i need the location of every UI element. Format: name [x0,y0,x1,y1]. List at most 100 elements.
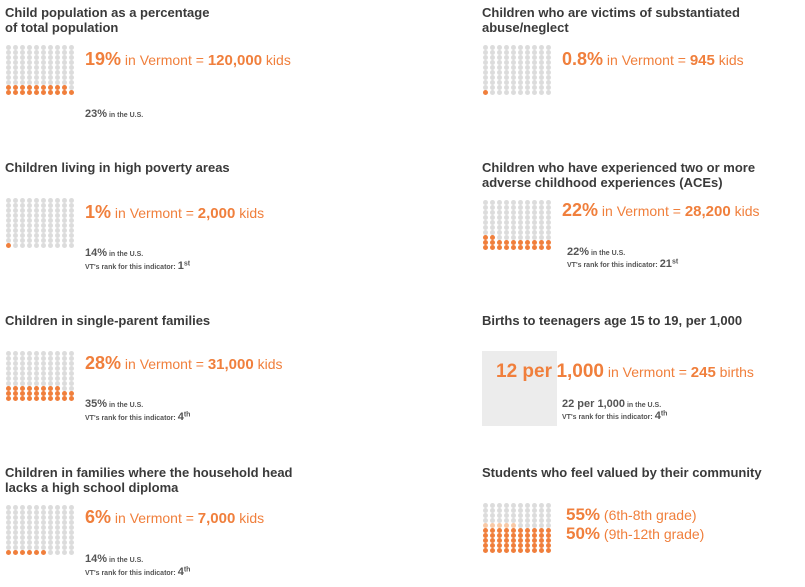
dot [48,361,53,366]
dot [511,245,516,250]
dot [13,208,18,213]
dot [69,208,74,213]
dot [20,505,25,510]
dot [525,508,530,513]
dot [6,50,11,55]
dot [13,80,18,85]
dot [48,510,53,515]
dot [69,535,74,540]
dot [62,203,67,208]
dot [13,391,18,396]
dot [13,228,18,233]
dot [504,205,509,210]
dot [483,65,488,70]
dot-grid [482,200,552,250]
dot [62,351,67,356]
dot [546,90,551,95]
dot [539,513,544,518]
dot [6,371,11,376]
dot [504,200,509,205]
dot [13,540,18,545]
dot [69,203,74,208]
dot [41,545,46,550]
dot [525,503,530,508]
dot [504,90,509,95]
dot [532,65,537,70]
dot [546,523,551,528]
dot [546,503,551,508]
dot [20,361,25,366]
dot [497,90,502,95]
dot [41,371,46,376]
dot [13,223,18,228]
dot [41,75,46,80]
dot [20,520,25,525]
dot [69,45,74,50]
dot [41,520,46,525]
dot [69,391,74,396]
dot [34,55,39,60]
dot [490,508,495,513]
dot [6,243,11,248]
dot [55,70,60,75]
us-rate: 22 per 1,000 [562,398,625,410]
dot [27,238,32,243]
vermont-percent: 19% [85,49,122,69]
dot [13,366,18,371]
dot [69,505,74,510]
dot [518,50,523,55]
vermont-stat: 0.8% in Vermont = 945 kids [562,49,744,70]
panel-title: Children in families where the household… [5,465,293,495]
dot [20,90,25,95]
dot [48,550,53,555]
dot [483,503,488,508]
dot [48,545,53,550]
dot [34,238,39,243]
dot [55,223,60,228]
dot [55,520,60,525]
dot [539,60,544,65]
kids-count: 7,000 [197,510,236,527]
dot [55,228,60,233]
dot [511,528,516,533]
us-label: in the U.S. [107,557,144,564]
dot [532,245,537,250]
dot [34,376,39,381]
dot [62,243,67,248]
dot [483,75,488,80]
dot [539,240,544,245]
dot [48,366,53,371]
dot [48,70,53,75]
dot [539,220,544,225]
dot [504,528,509,533]
dot [490,548,495,553]
dot [41,90,46,95]
dot [518,45,523,50]
dot [69,80,74,85]
dot [497,513,502,518]
dot [518,523,523,528]
dot [55,505,60,510]
dot [55,361,60,366]
dot [490,225,495,230]
dot [504,230,509,235]
dot [48,391,53,396]
dot [48,535,53,540]
vermont-rate-base: 1,000 [556,361,604,382]
dot [497,215,502,220]
dot [511,200,516,205]
vermont-percent: 1% [85,202,112,222]
dot [546,200,551,205]
dot [504,65,509,70]
dot [69,540,74,545]
dot [34,80,39,85]
dot [34,50,39,55]
dot [497,80,502,85]
dot [62,213,67,218]
dot [6,208,11,213]
rank-label: VT's rank for this indicator: [567,262,660,269]
vermont-label: in Vermont = [121,356,208,372]
dot [27,208,32,213]
rank-suffix: st [183,260,191,268]
dot [497,240,502,245]
